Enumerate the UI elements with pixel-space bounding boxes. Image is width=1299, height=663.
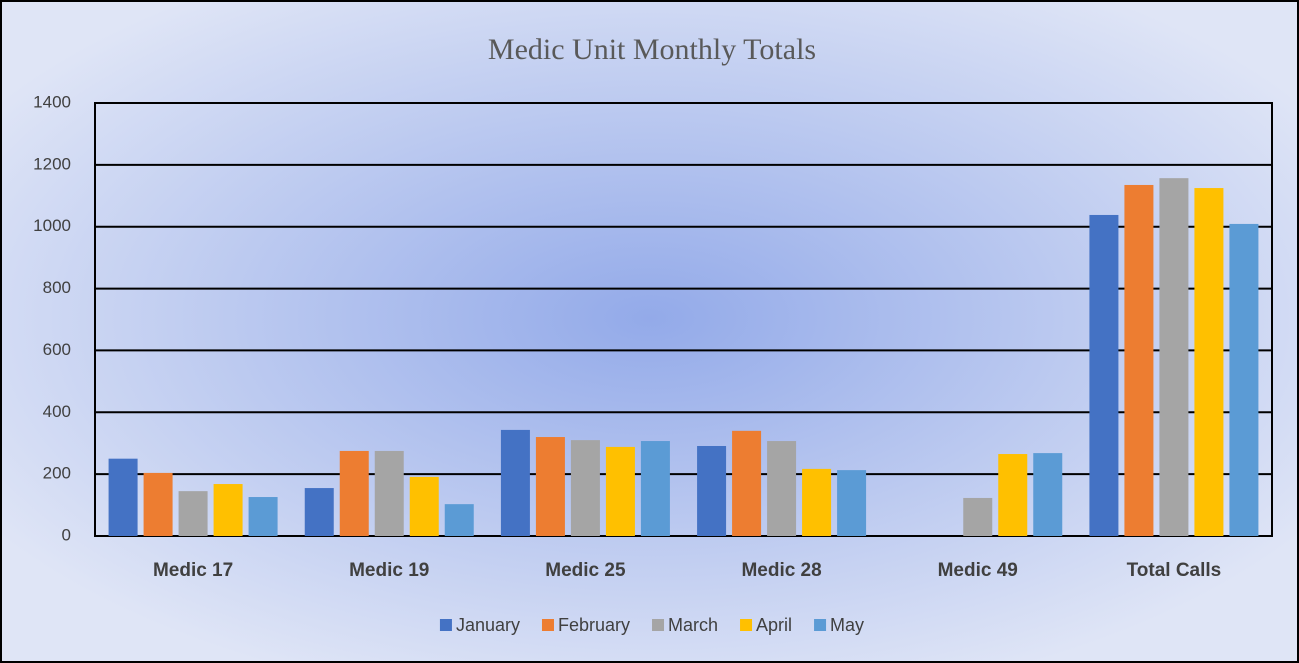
bar — [802, 468, 832, 536]
chart-title: Medic Unit Monthly Totals — [488, 33, 816, 66]
bar — [374, 450, 404, 536]
x-tick-label: Medic 19 — [349, 560, 429, 581]
bar — [339, 450, 369, 536]
bar — [963, 497, 993, 536]
legend-label: February — [558, 615, 630, 635]
legend-swatch — [439, 619, 452, 631]
y-tick-label: 1400 — [33, 92, 71, 111]
bar — [732, 430, 762, 536]
bar — [767, 441, 797, 536]
legend-swatch — [652, 619, 665, 631]
y-tick-label: 1200 — [33, 154, 71, 173]
bar — [1159, 178, 1189, 536]
bar — [1089, 214, 1119, 536]
legend-swatch — [740, 619, 753, 631]
y-tick-label: 800 — [43, 278, 71, 297]
x-tick-label: Medic 17 — [153, 560, 233, 581]
bar — [697, 445, 727, 536]
bar — [500, 429, 530, 536]
bar — [605, 446, 635, 536]
bar — [570, 440, 600, 536]
bar — [1229, 223, 1259, 536]
x-tick-label: Medic 49 — [938, 560, 1018, 581]
bar — [1124, 184, 1154, 537]
x-tick-label: Medic 25 — [545, 560, 626, 581]
legend-label: January — [456, 615, 520, 635]
y-tick-label: 600 — [43, 340, 71, 359]
y-tick-label: 0 — [62, 525, 71, 544]
x-tick-label: Medic 28 — [741, 560, 821, 581]
legend-swatch — [541, 619, 554, 631]
bar — [535, 437, 565, 536]
bar — [108, 458, 138, 536]
y-tick-label: 1000 — [33, 216, 71, 235]
bar — [248, 497, 278, 536]
bar — [304, 488, 334, 536]
bar — [1033, 453, 1063, 536]
plot-frame — [94, 102, 1273, 537]
bar — [409, 476, 439, 536]
y-tick-label: 200 — [43, 464, 71, 483]
bar — [178, 491, 208, 536]
legend-label: May — [830, 615, 864, 635]
bar — [143, 472, 173, 536]
bar — [998, 454, 1028, 536]
x-tick-label: Total Calls — [1127, 560, 1222, 581]
bar — [1194, 188, 1224, 536]
legend-swatch — [814, 619, 827, 631]
bar — [444, 504, 474, 536]
bar — [640, 441, 670, 536]
bar — [213, 484, 243, 536]
legend-label: March — [668, 615, 718, 635]
y-tick-label: 400 — [43, 402, 71, 421]
legend-label: April — [756, 615, 792, 635]
bar — [837, 470, 867, 536]
